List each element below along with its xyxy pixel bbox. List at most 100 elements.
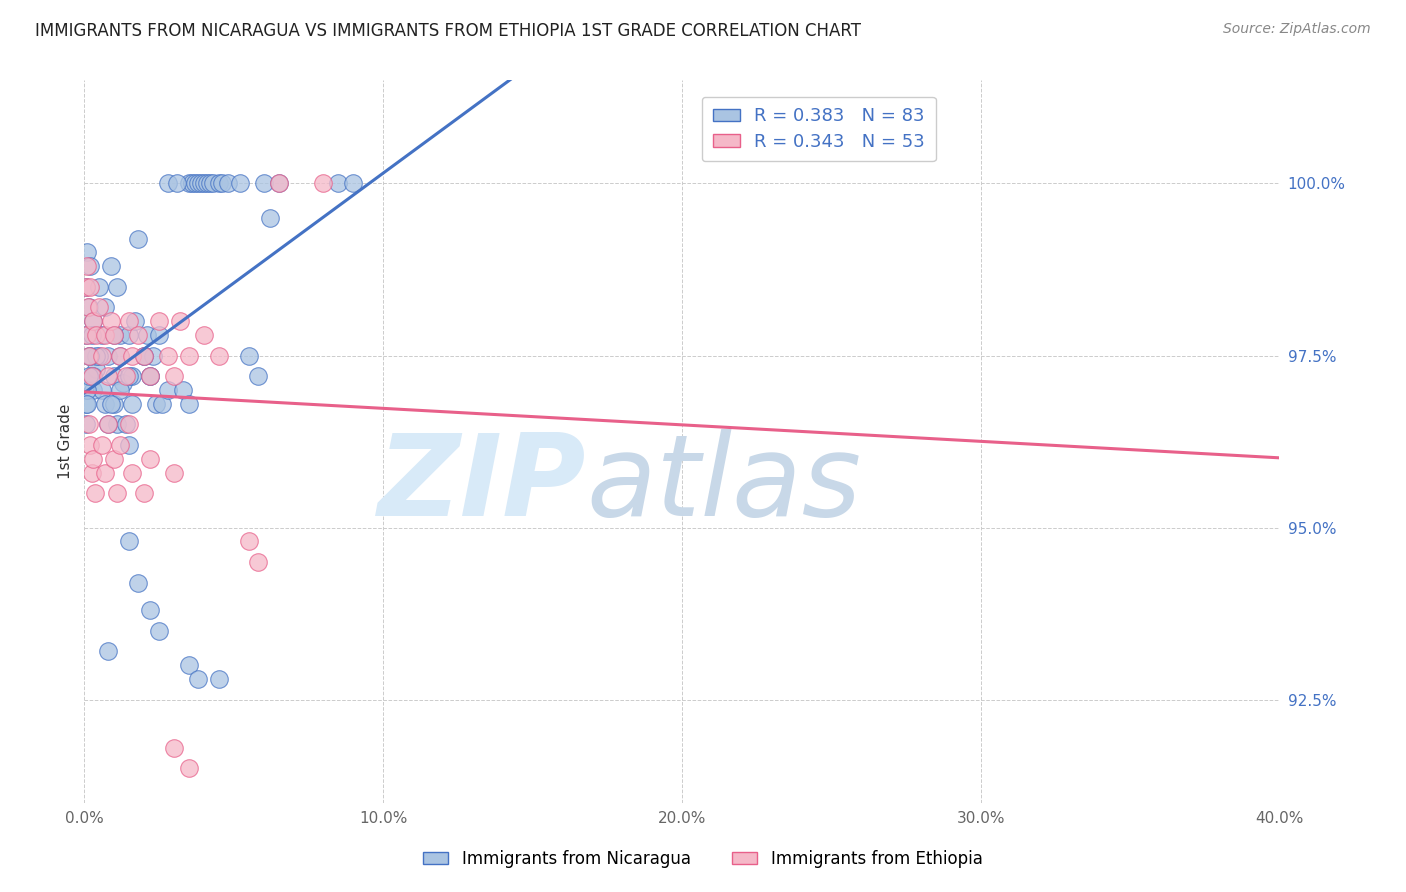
Point [77,301,100,315]
Point [79,349,101,363]
Point [208,177,231,191]
Point [267,177,290,191]
Legend: R = 0.383   N = 83, R = 0.343   N = 53: R = 0.383 N = 83, R = 0.343 N = 53 [702,96,936,161]
Point [177,349,200,363]
Point [118,369,141,384]
Point [91,438,114,452]
Point [118,417,141,432]
Point [198,177,221,191]
Point [75,279,97,293]
Point [157,177,180,191]
Point [110,438,132,452]
Point [132,349,156,363]
Point [132,486,156,500]
Point [201,177,224,191]
Point [148,314,170,328]
Point [208,672,231,686]
Point [259,211,281,225]
Point [82,369,104,384]
Point [157,383,180,397]
Point [75,397,97,411]
Point [91,327,114,342]
Point [328,177,350,191]
Point [238,534,260,549]
Point [77,417,100,432]
Point [82,314,104,328]
Text: atlas: atlas [586,429,862,541]
Point [105,279,128,293]
Text: ZIP: ZIP [378,429,586,541]
Point [163,740,186,755]
Point [91,349,114,363]
Point [76,397,98,411]
Point [229,177,252,191]
Point [83,486,105,500]
Point [187,672,209,686]
Point [253,177,276,191]
Point [177,397,200,411]
Point [127,231,149,245]
Point [181,177,204,191]
Point [127,327,149,342]
Point [76,383,98,397]
Point [80,327,103,342]
Point [139,369,162,384]
Point [177,761,200,775]
Point [110,327,132,342]
Point [145,397,167,411]
Point [267,177,290,191]
Point [124,314,146,328]
Point [115,417,138,432]
Point [77,301,100,315]
Point [80,369,103,384]
Point [82,451,104,466]
Point [97,417,120,432]
Point [97,369,120,384]
Point [86,349,108,363]
Y-axis label: 1st Grade: 1st Grade [58,404,73,479]
Point [94,301,117,315]
Point [77,349,100,363]
Point [139,369,162,384]
Point [246,369,269,384]
Point [118,534,141,549]
Point [105,417,128,432]
Point [103,327,125,342]
Point [118,314,141,328]
Point [103,397,125,411]
Point [172,383,194,397]
Point [94,327,117,342]
Point [89,279,111,293]
Point [103,451,125,466]
Point [91,383,114,397]
Point [97,644,120,658]
Point [139,451,162,466]
Point [75,417,97,432]
Point [211,177,233,191]
Point [208,349,231,363]
Point [97,349,120,363]
Point [121,466,143,480]
Point [115,369,138,384]
Point [238,349,260,363]
Point [97,417,120,432]
Point [193,327,215,342]
Point [312,177,335,191]
Point [148,327,170,342]
Point [103,369,125,384]
Point [132,349,156,363]
Point [94,466,117,480]
Text: Source: ZipAtlas.com: Source: ZipAtlas.com [1223,22,1371,37]
Point [195,177,218,191]
Point [110,349,132,363]
Point [82,314,104,328]
Point [118,327,141,342]
Point [121,369,143,384]
Point [193,177,215,191]
Point [79,279,101,293]
Point [77,349,100,363]
Point [76,327,98,342]
Legend: Immigrants from Nicaragua, Immigrants from Ethiopia: Immigrants from Nicaragua, Immigrants fr… [416,844,990,875]
Point [177,658,200,673]
Point [163,369,186,384]
